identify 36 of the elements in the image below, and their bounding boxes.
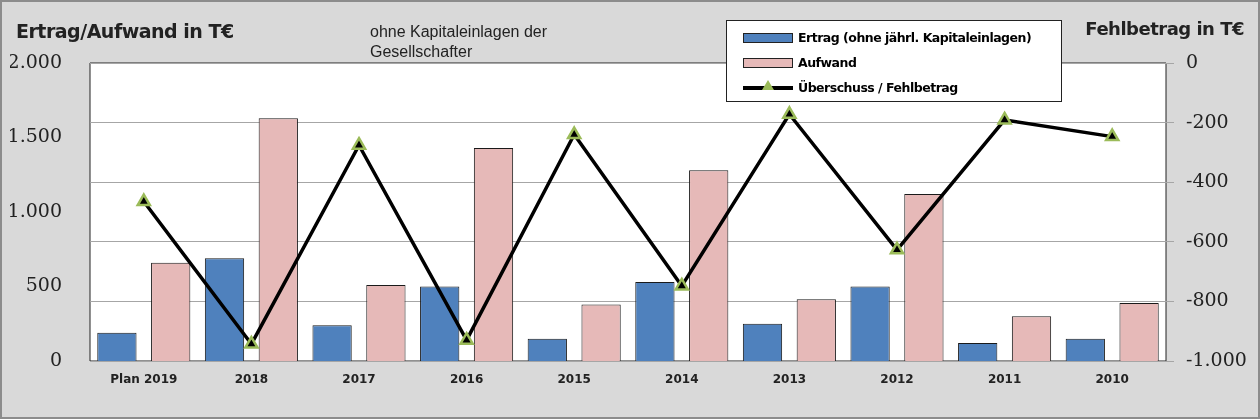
- x-tick-label: 2015: [557, 372, 591, 387]
- y2-tick-label: -800: [1186, 288, 1229, 311]
- point: [244, 335, 259, 349]
- y-tick-label: 500: [25, 273, 62, 296]
- y-tick-label: 1.500: [7, 124, 62, 147]
- y-tick-label: 0: [49, 347, 62, 370]
- y2-tick-label: 0: [1186, 49, 1199, 72]
- y2-tick-label: -600: [1186, 228, 1229, 251]
- y-axis-title: Ertrag/Aufwand in T€: [16, 20, 234, 42]
- x-tick-label: 2011: [987, 372, 1022, 387]
- y2-tick-label: -1.000: [1186, 347, 1247, 370]
- legend-label: Ertrag (ohne jährl. Kapitaleinlagen): [798, 30, 1032, 45]
- point: [997, 111, 1012, 125]
- point: [136, 193, 152, 207]
- y2-tick-label: -400: [1186, 169, 1229, 192]
- chart-title: ohne Kapitaleinlagen der Gesellschafter: [370, 22, 549, 62]
- x-tick-label: 2016: [449, 372, 484, 387]
- y2-axis-title: Fehlbetrag in T€: [1085, 18, 1244, 39]
- x-tick-label: 2012: [880, 372, 914, 387]
- x-tick-label: 2018: [234, 372, 269, 387]
- y2-tick-label: -200: [1186, 109, 1229, 132]
- x-tick-label: 2014: [665, 372, 699, 387]
- x-tick-label: Plan 2019: [110, 372, 178, 387]
- point: [566, 126, 582, 140]
- point: [782, 106, 797, 120]
- x-tick-label: 2013: [772, 372, 807, 387]
- point: [889, 241, 905, 255]
- point: [351, 137, 367, 150]
- point: [459, 331, 474, 345]
- x-tick-label: 2017: [342, 372, 376, 387]
- x-tick-label: 2010: [1095, 372, 1129, 387]
- legend-label: Aufwand: [798, 55, 857, 70]
- legend-label: Überschuss / Fehlbetrag: [798, 80, 958, 95]
- y-tick-label: 1.000: [7, 198, 62, 221]
- point: [1104, 128, 1120, 142]
- point: [674, 277, 690, 291]
